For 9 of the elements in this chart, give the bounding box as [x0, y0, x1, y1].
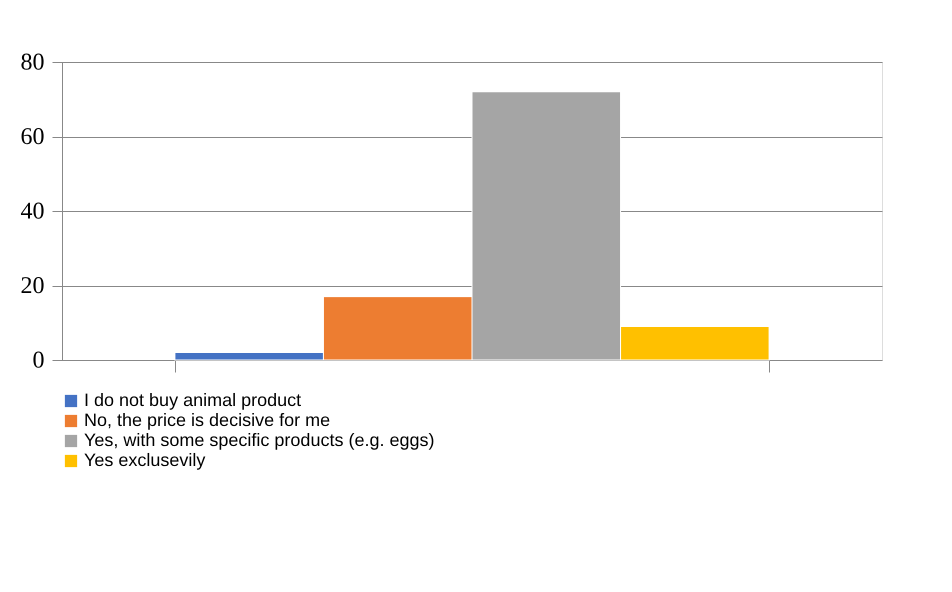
y-tick-label: 0 [32, 348, 44, 374]
legend-label: Yes, with some specific products (e.g. eggs) [84, 430, 434, 450]
y-tick-label: 80 [20, 50, 44, 76]
legend-label: I do not buy animal product [84, 390, 302, 410]
y-tick-label: 40 [20, 198, 44, 224]
y-tick-label: 20 [20, 273, 44, 299]
legend-label: Yes exclusevily [84, 450, 206, 470]
legend-label: No, the price is decisive for me [84, 410, 330, 430]
y-tick-label: 60 [20, 124, 44, 150]
